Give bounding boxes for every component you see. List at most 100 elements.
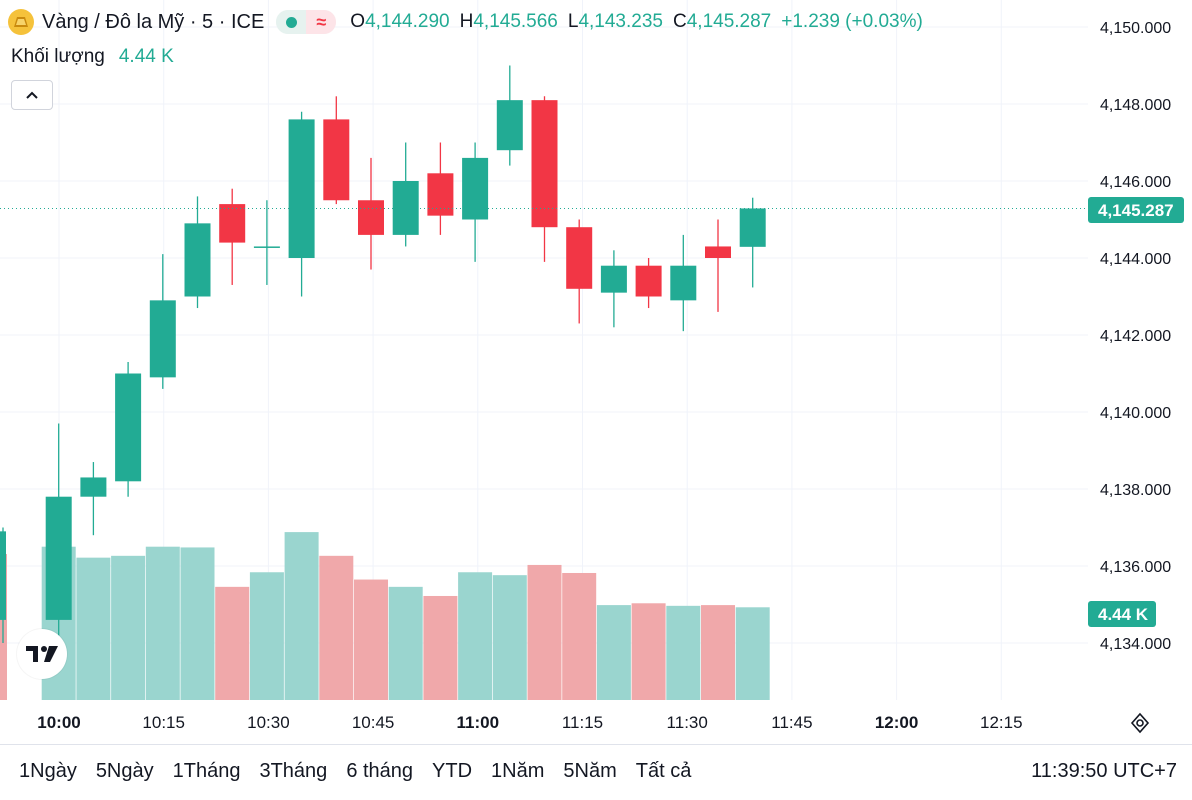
range-3m[interactable]: 3Tháng — [259, 760, 328, 782]
volume-bar — [631, 603, 666, 700]
tradingview-logo-icon — [26, 646, 58, 662]
market-status-pill[interactable]: ≈ — [276, 10, 337, 34]
volume-bar — [215, 586, 250, 700]
bottom-toolbar: 1Ngày 5Ngày 1Tháng 3Tháng 6 tháng YTD 1N… — [0, 744, 1192, 800]
candle — [566, 219, 593, 324]
ohlc-values: O 4,144.290 H 4,145.566 L 4,143.235 C 4,… — [350, 11, 933, 33]
x-tick-label: 10:30 — [247, 713, 290, 732]
candles — [0, 65, 766, 643]
volume-bar — [562, 572, 597, 700]
volume-legend: Khối lượng 4.44 K — [11, 46, 174, 68]
candle-body — [115, 373, 142, 482]
x-tick-label: 11:15 — [562, 713, 603, 732]
candle — [115, 361, 142, 497]
range-1d[interactable]: 1Ngày — [19, 760, 77, 782]
candle-body — [705, 246, 731, 258]
candle — [358, 157, 384, 270]
gold-bar-icon — [8, 9, 34, 35]
symbol-title[interactable]: Vàng / Đô la Mỹ · 5 · ICE — [42, 10, 265, 33]
candle-body — [635, 265, 662, 297]
range-1y[interactable]: 1Năm — [491, 760, 545, 782]
y-tick-label: 4,150.000 — [1100, 20, 1171, 37]
y-tick-label: 4,146.000 — [1100, 174, 1171, 191]
range-all[interactable]: Tất cả — [635, 760, 692, 782]
candle-body — [253, 246, 280, 248]
candle — [184, 196, 211, 309]
market-open-icon — [276, 10, 307, 34]
volume-bar — [388, 586, 423, 700]
settings-icon[interactable] — [1128, 711, 1152, 735]
low-label: L — [567, 11, 579, 32]
range-selector: 1Ngày 5Ngày 1Tháng 3Tháng 6 tháng YTD 1N… — [19, 760, 710, 783]
candle — [427, 142, 454, 235]
volume-label: Khối lượng — [11, 46, 105, 67]
candle-body — [358, 200, 384, 235]
high-label: H — [459, 11, 474, 32]
candle-body — [392, 181, 419, 235]
price-axis[interactable]: 4,150.000 4,148.000 4,146.000 4,144.000 4,14… — [1100, 20, 1171, 653]
x-tick-label: 10:45 — [352, 713, 395, 732]
range-6m[interactable]: 6 tháng — [346, 760, 414, 782]
candle-body — [288, 119, 315, 259]
collapse-legend-button[interactable] — [11, 80, 53, 110]
volume-bars — [0, 532, 770, 700]
volume-bar — [735, 607, 770, 700]
y-tick-label: 4,140.000 — [1100, 405, 1171, 422]
legend-header: Vàng / Đô la Mỹ · 5 · ICE ≈ O 4,144.290 … — [8, 7, 933, 37]
candle — [323, 96, 350, 205]
candle — [219, 188, 246, 285]
clock-timezone[interactable]: 11:39:50 UTC+7 — [1031, 760, 1177, 782]
candle — [80, 462, 107, 536]
volume-bar — [492, 575, 527, 700]
high-value: 4,145.566 — [473, 11, 558, 32]
volume-bar — [423, 595, 458, 700]
candle — [462, 142, 489, 262]
x-tick-label: 10:15 — [142, 713, 185, 732]
candle-body — [80, 477, 107, 497]
time-axis[interactable]: 10:00 10:15 10:30 10:45 11:00 11:15 11:30 11:45… — [37, 713, 1022, 732]
candle-body — [427, 173, 454, 216]
candle-body — [531, 100, 558, 228]
candle — [149, 254, 176, 389]
delayed-data-icon: ≈ — [306, 10, 337, 34]
volume-value: 4.44 K — [118, 46, 174, 67]
volume-bar — [319, 555, 354, 700]
range-5y[interactable]: 5Năm — [563, 760, 617, 782]
x-tick-label: 11:30 — [667, 713, 708, 732]
candle — [531, 96, 558, 262]
price-badge: 4,145.287 — [1098, 201, 1174, 220]
volume-bar — [527, 564, 562, 700]
candle — [45, 423, 72, 643]
volume-bar — [111, 555, 146, 700]
volume-bar — [666, 605, 701, 700]
candle-body — [323, 119, 350, 201]
volume-bar — [180, 547, 215, 700]
volume-bar — [284, 532, 319, 700]
candle-body — [45, 496, 72, 620]
y-tick-label: 4,144.000 — [1100, 251, 1171, 268]
candle — [496, 65, 523, 166]
x-tick-label: 11:45 — [771, 713, 812, 732]
volume-bar — [596, 605, 631, 700]
x-tick-label: 10:00 — [37, 713, 80, 732]
y-tick-label: 4,142.000 — [1100, 328, 1171, 345]
candle — [392, 142, 419, 247]
candle-body — [149, 300, 176, 378]
y-tick-label: 4,136.000 — [1100, 559, 1171, 576]
candle-body — [566, 227, 593, 289]
volume-bar — [354, 579, 388, 700]
volume-bar — [458, 572, 493, 700]
candle-body — [184, 223, 211, 297]
range-5d[interactable]: 5Ngày — [95, 760, 154, 782]
candle-body — [462, 157, 489, 220]
range-ytd[interactable]: YTD — [432, 760, 473, 782]
price-badge-bg — [1088, 197, 1184, 223]
close-label: C — [672, 11, 687, 32]
close-value: 4,145.287 — [686, 11, 772, 32]
candle — [635, 258, 662, 309]
range-1m[interactable]: 1Tháng — [172, 760, 241, 782]
candle — [288, 111, 315, 297]
tradingview-logo[interactable] — [17, 629, 67, 679]
candle — [0, 527, 6, 643]
